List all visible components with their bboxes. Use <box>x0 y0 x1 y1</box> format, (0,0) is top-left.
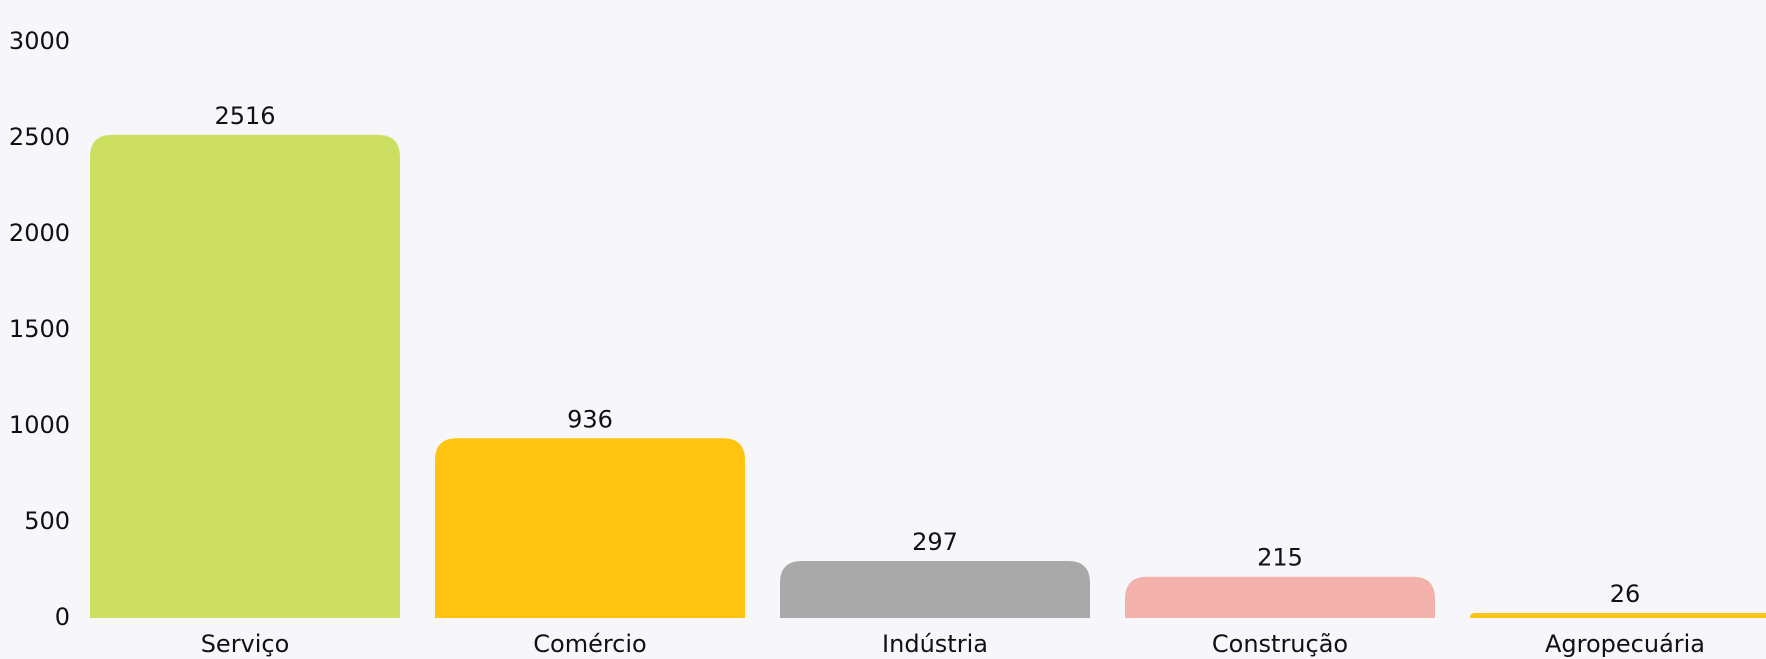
y-tick-label: 0 <box>55 603 70 631</box>
bar <box>90 134 400 619</box>
y-tick-label: 1000 <box>9 411 70 439</box>
bar <box>780 560 1090 618</box>
x-tick-label: Agropecuária <box>1545 630 1705 658</box>
value-label: 26 <box>1610 580 1641 608</box>
x-tick-label: Construção <box>1212 630 1348 658</box>
y-tick-label: 2000 <box>9 219 70 247</box>
value-label: 215 <box>1257 544 1303 572</box>
x-tick-label: Comércio <box>533 630 646 658</box>
y-tick-label: 1500 <box>9 315 70 343</box>
x-tick-label: Indústria <box>882 630 988 658</box>
bar <box>435 438 745 618</box>
x-tick-label: Serviço <box>201 630 290 658</box>
value-label: 297 <box>912 528 958 556</box>
bar <box>1470 613 1766 618</box>
y-tick-label: 500 <box>24 507 70 535</box>
value-label: 936 <box>567 405 613 433</box>
bar <box>1125 576 1435 618</box>
y-tick-label: 2500 <box>9 123 70 151</box>
value-label: 2516 <box>214 102 275 130</box>
y-tick-label: 3000 <box>9 27 70 55</box>
